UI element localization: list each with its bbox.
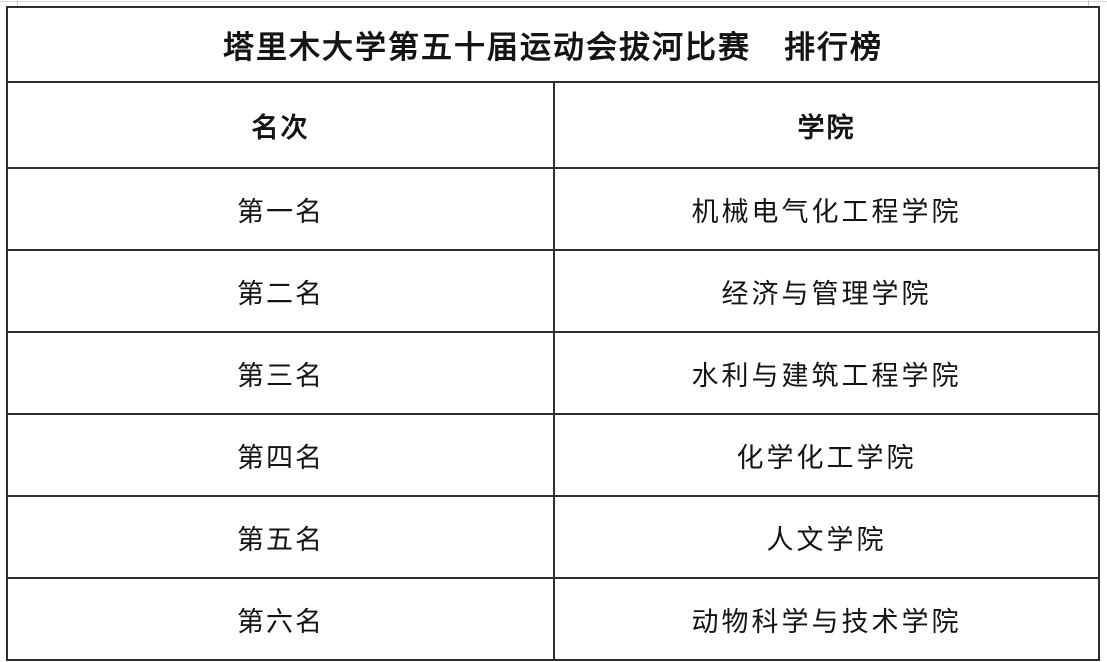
table-title-row: 塔里木大学第五十届运动会拔河比赛 排行榜 [6, 6, 1100, 83]
page-margin-tick-right [1088, 0, 1089, 9]
table-row: 第五名 人文学院 [6, 495, 1100, 579]
cell-rank: 第五名 [6, 495, 555, 579]
table-row: 第六名 动物科学与技术学院 [6, 577, 1100, 661]
table-header-row: 名次 学院 [6, 81, 1100, 169]
cell-rank: 第三名 [6, 331, 555, 415]
cell-college: 动物科学与技术学院 [553, 577, 1100, 661]
page-margin-tick-left [17, 0, 18, 9]
cell-rank: 第四名 [6, 413, 555, 497]
cell-rank: 第六名 [6, 577, 555, 661]
cell-college: 水利与建筑工程学院 [553, 331, 1100, 415]
page-margin-guide-top [0, 1, 1107, 2]
cell-rank: 第二名 [6, 249, 555, 333]
cell-college: 经济与管理学院 [553, 249, 1100, 333]
table-row: 第一名 机械电气化工程学院 [6, 167, 1100, 251]
tug-of-war-ranking-table: 塔里木大学第五十届运动会拔河比赛 排行榜 名次 学院 第一名 机械电气化工程学院… [6, 6, 1100, 661]
page-title: 塔里木大学第五十届运动会拔河比赛 排行榜 [6, 6, 1100, 83]
cell-rank: 第一名 [6, 167, 555, 251]
cell-college: 化学化工学院 [553, 413, 1100, 497]
table-row: 第四名 化学化工学院 [6, 413, 1100, 497]
cell-college: 人文学院 [553, 495, 1100, 579]
cell-college: 机械电气化工程学院 [553, 167, 1100, 251]
column-header-rank: 名次 [6, 81, 555, 169]
table-row: 第二名 经济与管理学院 [6, 249, 1100, 333]
table-row: 第三名 水利与建筑工程学院 [6, 331, 1100, 415]
column-header-college: 学院 [553, 81, 1100, 169]
